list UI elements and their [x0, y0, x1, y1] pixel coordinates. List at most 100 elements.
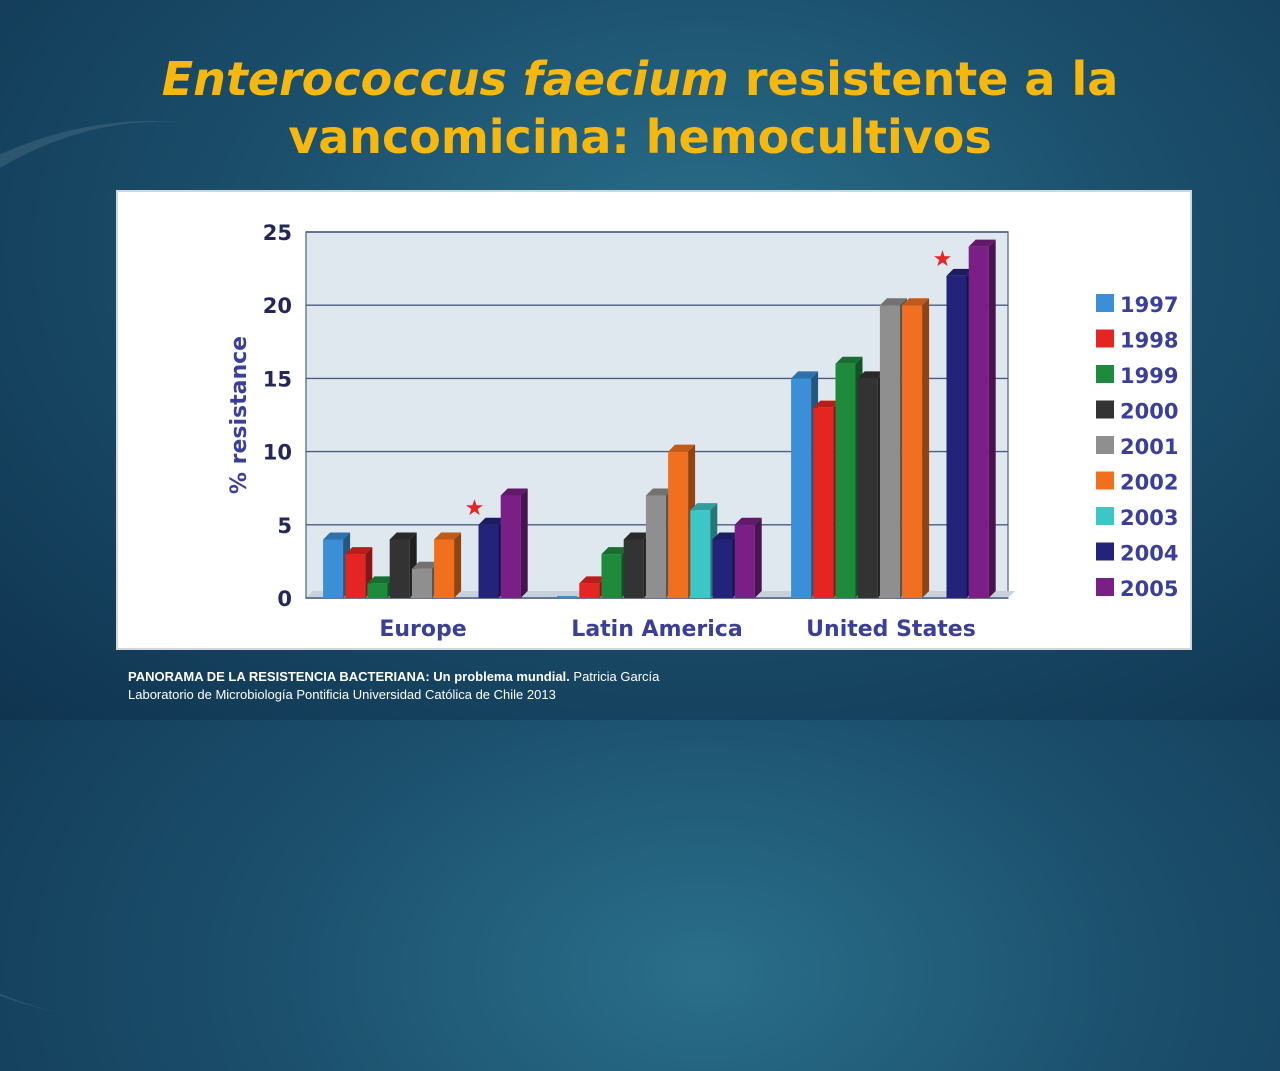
x-category-label: Latin America [571, 617, 742, 642]
bar-front [411, 568, 432, 598]
legend-label: 1997 [1120, 293, 1178, 317]
bar-top [879, 298, 907, 306]
bar-top [601, 547, 629, 555]
legend-item-1997: 1997 [1096, 293, 1178, 317]
legend-swatch [1096, 578, 1114, 596]
y-tick-label: 5 [277, 514, 292, 538]
bar-united-states-2002 [902, 298, 930, 598]
y-tick-label: 20 [263, 294, 292, 318]
bar-side [988, 239, 996, 598]
bar-top [712, 532, 740, 540]
legend-swatch [1096, 471, 1114, 490]
bar-front [323, 539, 344, 598]
bar-united-states-2005 [968, 239, 996, 598]
y-axis-label: % resistance [227, 336, 252, 494]
bar-front [734, 524, 755, 598]
bar-side [754, 517, 762, 598]
legend-label: 2005 [1120, 577, 1178, 601]
chart-panel: 0 5 10 15 20 25 % resistance Europe Latin Americ… [116, 190, 1192, 650]
bar-front [968, 246, 989, 598]
bar-top [857, 371, 885, 379]
bar-top [623, 532, 651, 540]
bar-top [668, 444, 696, 452]
source-title: PANORAMA DE LA RESISTENCIA BACTERIANA: U… [128, 669, 570, 684]
bar-front [623, 539, 644, 598]
bar-top [345, 547, 373, 555]
legend-item-1998: 1998 [1096, 329, 1178, 353]
bar-front [712, 539, 733, 598]
bar-front [879, 305, 900, 598]
legend-label: 2002 [1120, 471, 1178, 495]
x-category-label: Europe [379, 617, 466, 642]
bar-front [367, 583, 388, 598]
bar-europe-2005 [500, 488, 528, 598]
y-tick-label: 15 [263, 367, 292, 391]
title-species: Enterococcus faecium [161, 52, 729, 106]
bar-top [411, 561, 439, 569]
star-annotation: ★ [933, 247, 953, 272]
bar-top [367, 576, 395, 584]
bar-latin-america-1997 [557, 596, 578, 598]
y-tick-label: 10 [263, 441, 292, 465]
legend-item-2002: 2002 [1096, 471, 1178, 495]
resistance-bar-chart: 0 5 10 15 20 25 % resistance Europe Latin Americ… [227, 221, 1178, 642]
title-rest: resistente a la [728, 52, 1119, 106]
legend-item-2005: 2005 [1096, 577, 1178, 601]
legend-label: 2001 [1120, 435, 1178, 459]
y-tick-label: 25 [263, 221, 292, 245]
legend-swatch [1096, 400, 1114, 419]
legend-swatch [1096, 436, 1114, 454]
bar-front [813, 407, 834, 598]
bar-top [645, 488, 673, 496]
legend-swatch [1096, 542, 1114, 561]
bar-front [478, 524, 499, 598]
bar-top [946, 268, 974, 276]
bar-top [813, 400, 841, 408]
bar-latin-america-2000 [623, 532, 651, 598]
bar-front [668, 451, 689, 598]
bar-front [690, 510, 711, 598]
legend-label: 2000 [1120, 400, 1178, 424]
x-category-label: United States [806, 617, 976, 642]
legend-item-2003: 2003 [1096, 506, 1178, 530]
star-annotation: ★ [465, 496, 485, 521]
bar-front [835, 363, 856, 598]
source-institution: Laboratorio de Microbiología Pontificia … [128, 687, 556, 702]
legend-item-1999: 1999 [1096, 364, 1178, 388]
bar-front [579, 583, 600, 598]
bar-top [478, 517, 506, 525]
legend-swatch [1096, 294, 1114, 312]
y-tick-label: 0 [277, 587, 292, 611]
legend-label: 2004 [1120, 542, 1178, 566]
bar-front [946, 275, 967, 598]
bar-side [922, 298, 930, 598]
bar-europe-2002 [434, 532, 462, 598]
bar-top [389, 532, 417, 540]
legend-item-2004: 2004 [1096, 542, 1178, 566]
slide-title: Enterococcus faecium resistente a la van… [0, 50, 1280, 166]
source-citation: PANORAMA DE LA RESISTENCIA BACTERIANA: U… [128, 668, 659, 704]
bar-front [791, 378, 812, 598]
bar-front [645, 495, 666, 598]
source-author: Patricia García [569, 669, 660, 684]
bar-top [500, 488, 528, 496]
legend-swatch [1096, 365, 1114, 383]
bar-front [857, 378, 878, 598]
legend-swatch [1096, 329, 1114, 348]
bar-latin-america-2005 [734, 517, 762, 598]
legend-label: 1998 [1120, 329, 1178, 353]
bar-front [434, 539, 455, 598]
bar-top [902, 298, 930, 306]
bar-top [968, 239, 996, 247]
bar-front [389, 539, 410, 598]
legend-item-2001: 2001 [1096, 435, 1178, 459]
bar-top [734, 517, 762, 525]
bar-top [835, 356, 863, 364]
legend-label: 1999 [1120, 364, 1178, 388]
bar-front [601, 554, 622, 598]
title-line2: vancomicina: hemocultivos [288, 110, 992, 164]
bar-front [902, 305, 923, 598]
bar-front [557, 596, 578, 598]
legend-label: 2003 [1120, 506, 1178, 530]
bar-top [791, 371, 819, 379]
